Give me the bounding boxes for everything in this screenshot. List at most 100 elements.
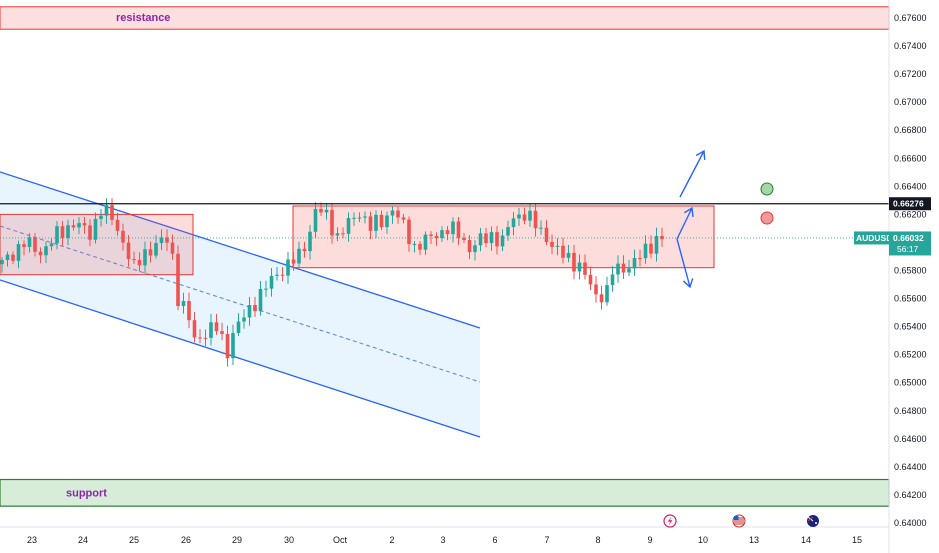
candle [49,238,54,251]
candle-body [93,218,98,240]
candle-body [148,249,153,256]
candle [126,235,131,267]
y-tick-label: 0.66400 [894,181,927,191]
candle-body [478,233,483,246]
candle [599,286,604,310]
candle-body [286,259,290,276]
candle-body [214,322,219,332]
candle-body [209,322,213,338]
candle-body [456,221,461,238]
candle-body [357,217,362,219]
x-tick-label: Oct [333,535,348,545]
candle [627,259,631,276]
candle [214,313,219,335]
candle [621,255,626,280]
candle [594,276,598,303]
candle-body [341,233,345,235]
candle-body [599,294,604,303]
candle-body [632,258,637,269]
candle [434,232,439,246]
candle [33,233,37,257]
candle-body [467,240,472,253]
candle-body [203,337,208,339]
x-tick-label: 29 [232,535,242,545]
candle [396,206,400,224]
candle [517,207,521,226]
candle [352,212,356,226]
candle-body [121,230,125,243]
candle [511,211,516,236]
candle [616,255,620,283]
candle [407,216,411,252]
candle-body [5,254,10,260]
candle [137,252,142,272]
candle-body [77,223,81,228]
x-tick-label: 6 [492,535,497,545]
candle-body [66,225,70,239]
up-target-marker [760,182,774,196]
y-tick-label: 0.65000 [894,378,927,388]
candle [27,233,32,253]
candle-body [451,221,455,235]
y-tick-label: 0.67000 [894,97,927,107]
candle [143,241,147,274]
candle-body [27,237,32,247]
candle [368,211,373,240]
candle-body [258,288,263,312]
countdown-text: 56:17 [897,244,919,254]
candle-body [396,210,400,218]
candle-body [71,225,76,228]
candle [258,280,263,316]
candle-body [429,234,433,236]
lightning-icon-bolt [667,516,673,526]
candle [187,292,191,329]
candle [555,238,560,256]
x-tick-label: 30 [284,535,294,545]
candle-body [253,304,257,312]
candle [297,241,301,267]
channel-lower-line [0,279,481,438]
candle-body [583,262,587,275]
y-tick-label: 0.66600 [894,153,927,163]
candle-body [335,233,340,236]
candle [456,216,461,245]
candle [390,206,395,224]
candle [566,244,571,263]
candle-body [11,254,15,261]
candle-body [297,248,301,264]
y-tick-label: 0.64800 [894,406,927,416]
y-tick-label: 0.64200 [894,490,927,500]
candle-body [555,245,560,247]
candle [478,227,483,252]
x-tick-label: 10 [698,535,708,545]
candle-body [522,214,527,221]
candle [77,217,81,235]
arrow-up-long [679,149,706,198]
candle [170,234,175,260]
candle [209,313,213,346]
candle-body [16,244,21,261]
candle [115,212,120,236]
candle-body [198,337,202,339]
candle-body [412,243,417,245]
last-price-badge [889,231,931,256]
candle-body [242,317,246,322]
candle [66,219,70,246]
candle [264,280,268,297]
candle-body [176,253,180,307]
candle [335,227,340,241]
x-tick-label: 3 [440,535,445,545]
candle-body [550,241,554,247]
candle-body [572,252,576,272]
x-tick-label: 14 [801,535,811,545]
candle-body [517,214,521,219]
candle [225,325,230,367]
candle [16,240,21,269]
candle-body [407,219,411,245]
candle-body [302,248,307,252]
candle-body [104,205,109,216]
candle-body [346,218,351,234]
candle [401,214,406,224]
